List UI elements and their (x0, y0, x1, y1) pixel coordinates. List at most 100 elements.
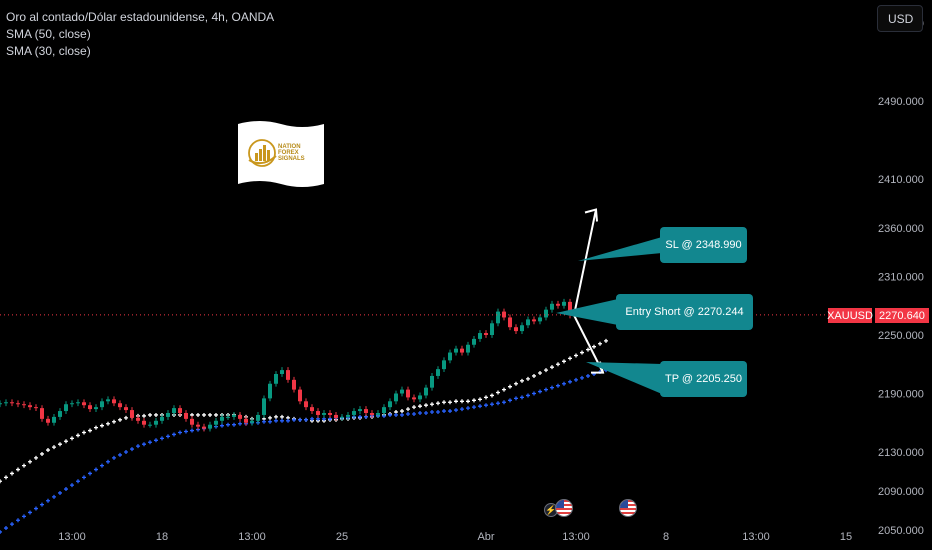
sma30-point (88, 471, 92, 476)
candle-body (382, 407, 386, 413)
sma50-point (484, 395, 488, 400)
sma50-point (592, 344, 596, 349)
candle-body (544, 309, 548, 318)
candle-body (118, 403, 122, 408)
sma50-point (586, 347, 590, 352)
candle-body (88, 405, 92, 410)
symbol-tag[interactable]: XAUUSD (827, 308, 873, 323)
candle-body (256, 414, 260, 421)
sma30-point (310, 416, 314, 421)
symbol-title[interactable]: Oro al contado/Dólar estadounidense, 4h,… (6, 10, 275, 24)
x-tick-label: Abr (477, 531, 494, 543)
sma30-point (388, 412, 392, 417)
candle-body (286, 370, 290, 380)
candle-body (484, 333, 488, 335)
sma30-point (70, 483, 74, 488)
candle-body (268, 383, 272, 399)
currency-button[interactable]: USD (877, 5, 923, 32)
x-tick-label: 13:00 (562, 531, 590, 543)
y-tick-label: 2250.000 (878, 330, 924, 342)
candle-body (394, 393, 398, 402)
candle-body (400, 389, 404, 394)
sma50-point (424, 403, 428, 408)
sma50-point (454, 399, 458, 404)
sma50-point (0, 479, 2, 484)
sma30-point (274, 418, 278, 423)
sma30-point (412, 411, 416, 416)
candle-body (466, 344, 470, 353)
sma50-point (430, 402, 434, 407)
sma50-point (112, 419, 116, 424)
sma50-point (40, 451, 44, 456)
sma30-point (46, 498, 50, 503)
sma30-point (358, 414, 362, 419)
candle-body (508, 317, 512, 328)
sma50-point (202, 412, 206, 417)
candle-body (448, 352, 452, 361)
sma50-point (496, 390, 500, 395)
y-tick-label: 2490.000 (878, 96, 924, 108)
sma30-point (124, 450, 128, 454)
sma50-point (82, 430, 86, 435)
sma30-point (4, 526, 8, 531)
sma50-point (448, 400, 452, 405)
candle-body (232, 414, 236, 417)
candle-body (178, 408, 182, 413)
sma30-point (460, 407, 464, 412)
candle-body (40, 408, 44, 419)
candle-body (454, 348, 458, 353)
sma50-point (22, 463, 26, 468)
us-flag-event-icon-2[interactable] (619, 499, 637, 517)
sma30-point (160, 436, 164, 441)
stop-loss-callout[interactable]: SL @ 2348.990 (660, 227, 747, 263)
sma50-point (550, 365, 554, 370)
sma50-point (76, 433, 80, 438)
candle-body (196, 424, 200, 427)
sma50-point (208, 412, 212, 417)
sma30-point (562, 381, 566, 386)
take-profit-callout[interactable]: TP @ 2205.250 (660, 361, 747, 397)
candle-body (496, 311, 500, 324)
candle-body (490, 323, 494, 335)
sma30-point (136, 444, 140, 449)
candle-body (292, 379, 296, 390)
sma50-point (568, 356, 572, 361)
sma30-point (184, 429, 188, 434)
sma50-point (574, 353, 578, 358)
candle-body (220, 416, 224, 421)
sma30-point (538, 389, 542, 394)
candle-body (244, 418, 248, 423)
sma50-point (478, 397, 482, 402)
y-tick-label: 2090.000 (878, 486, 924, 498)
sma30-point (100, 463, 104, 468)
candle-body (34, 407, 38, 409)
sma50-point (412, 405, 416, 410)
candle-body (4, 402, 8, 404)
sma30-point (430, 410, 434, 415)
candle-body (436, 369, 440, 376)
sma50-point (556, 362, 560, 367)
candle-body (358, 409, 362, 412)
last-price-tag[interactable]: 2270.640 (875, 308, 929, 323)
sma30-legend[interactable]: SMA (30, close) (6, 44, 91, 58)
candle-body (64, 404, 68, 412)
candle-body (538, 317, 542, 322)
candle-body (562, 301, 566, 306)
candle-body (10, 402, 14, 404)
x-tick-label: 13:00 (238, 531, 266, 543)
sma30-point (52, 494, 56, 499)
candle-body (424, 387, 428, 396)
sma30-point (526, 393, 530, 398)
sma30-point (34, 506, 38, 511)
candle-body (16, 403, 20, 405)
sma50-point (46, 448, 50, 453)
sma50-legend[interactable]: SMA (50, close) (6, 27, 91, 41)
entry-short-callout[interactable]: Entry Short @ 2270.244 (616, 294, 753, 330)
candle-body (58, 411, 62, 417)
candle-body (154, 420, 158, 425)
us-flag-event-icon[interactable] (555, 499, 573, 517)
candle-body (304, 401, 308, 408)
time-axis[interactable]: 13:00 18 13:00 25 Abr 13:00 8 13:00 15 (58, 531, 852, 543)
sma50-point (124, 415, 128, 420)
